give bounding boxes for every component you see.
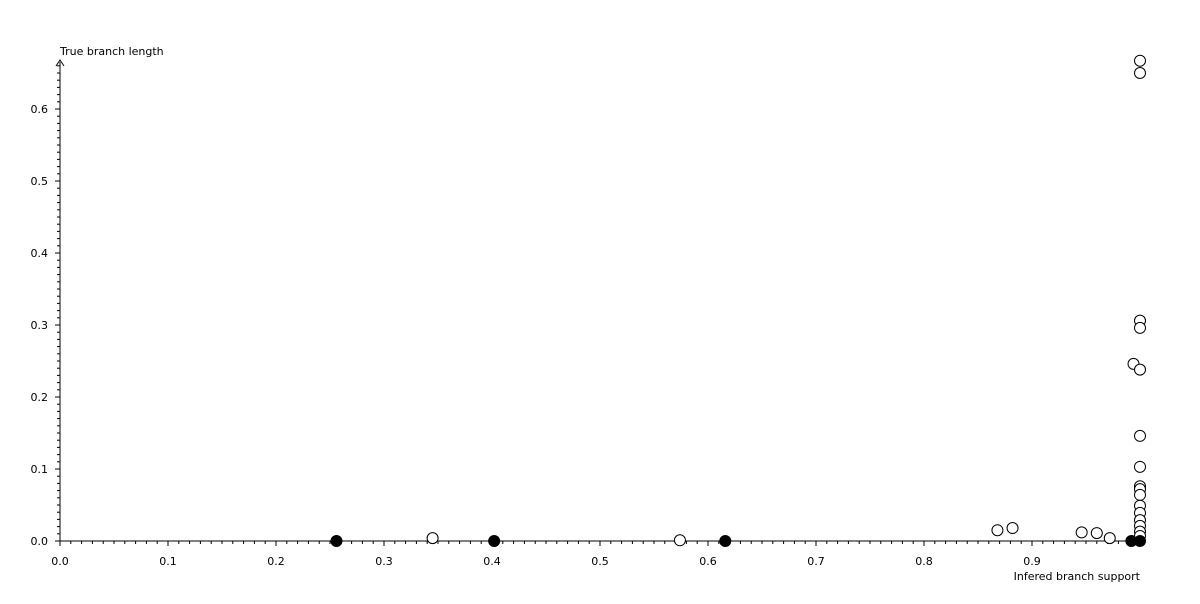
y-tick-label: 0.2: [31, 391, 49, 404]
open-point: [1006, 522, 1019, 535]
open-point: [673, 534, 686, 547]
x-tick-label: 0.7: [807, 555, 825, 568]
y-axis-arrow: [55, 59, 65, 67]
open-point: [1090, 527, 1103, 540]
x-tick-label: 0.4: [483, 555, 501, 568]
x-tick-label: 0.5: [591, 555, 609, 568]
y-tick-label: 0.0: [31, 535, 49, 548]
open-point: [1134, 321, 1146, 334]
y-axis-label: True branch length: [59, 45, 164, 58]
open-point: [1103, 532, 1116, 545]
open-point: [1134, 67, 1146, 79]
x-tick-label: 0.1: [159, 555, 177, 568]
axes: 0.0 0.1 0.2 0.3 0.4 0.5 0.6 0.7 0.8 0.9 0.0 0.1 0.2 0…: [31, 59, 1142, 568]
y-tick-label: 0.4: [31, 247, 49, 260]
y-tick-label: 0.3: [31, 319, 49, 332]
y-tick-label: 0.1: [31, 463, 49, 476]
data-points: [330, 54, 1146, 547]
open-point: [1134, 429, 1146, 442]
x-tick-label: 0.3: [375, 555, 393, 568]
open-point: [1134, 363, 1146, 376]
open-point: [1134, 54, 1146, 67]
open-point: [1075, 526, 1088, 539]
filled-point: [330, 535, 343, 547]
x-tick-label: 0.0: [51, 555, 69, 568]
open-point: [1134, 460, 1146, 473]
filled-point: [1134, 535, 1146, 547]
open-point: [426, 532, 439, 545]
open-point: [1134, 488, 1146, 501]
open-point: [991, 524, 1004, 537]
x-tick-label: 0.6: [699, 555, 717, 568]
filled-point: [719, 535, 732, 547]
x-tick-label: 0.9: [1023, 555, 1041, 568]
y-tick-label: 0.5: [31, 175, 49, 188]
y-tick-label: 0.6: [31, 103, 49, 116]
filled-point: [488, 535, 501, 547]
x-axis-label: Infered branch support: [1014, 570, 1141, 583]
x-tick-label: 0.8: [915, 555, 933, 568]
x-tick-label: 0.2: [267, 555, 285, 568]
